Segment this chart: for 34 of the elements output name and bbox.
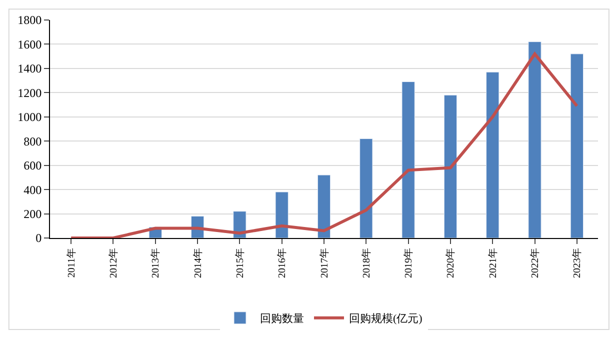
- legend-label: 回购数量: [260, 313, 304, 326]
- x-tick-label: 2023年: [571, 248, 584, 278]
- line-series: [70, 52, 578, 238]
- bar: [486, 72, 500, 238]
- x-tick-label: 2015年: [234, 248, 246, 278]
- x-tick-label: 2012年: [107, 248, 120, 278]
- y-tick-label: 800: [24, 134, 42, 148]
- x-tick-label: 2018年: [360, 248, 372, 278]
- bar: [570, 54, 584, 238]
- x-tick-label: 2019年: [402, 248, 415, 278]
- y-tick-label: 400: [24, 182, 42, 197]
- x-tick-label: 2021年: [486, 248, 499, 278]
- legend-label: 回购规模(亿元): [349, 313, 423, 326]
- x-tick-label: 2022年: [529, 248, 542, 278]
- x-tick-label: 2016年: [276, 248, 288, 278]
- bar: [275, 192, 288, 238]
- bar: [402, 82, 415, 238]
- x-tick-label: 2017年: [318, 248, 330, 278]
- y-tick-label: 1400: [18, 62, 42, 76]
- y-tick-label: 600: [24, 158, 42, 173]
- y-tick-label: 0: [36, 231, 42, 246]
- y-tick-label: 1000: [18, 110, 42, 124]
- bar: [528, 42, 542, 238]
- bar: [444, 94, 458, 238]
- x-tick-label: 2013年: [150, 248, 162, 278]
- y-tick-label: 1600: [18, 37, 42, 52]
- bar: [360, 138, 373, 238]
- x-tick-label: 2020年: [444, 248, 457, 278]
- x-tick-label: 2014年: [192, 248, 204, 278]
- y-tick-label: 200: [24, 206, 42, 221]
- y-tick-label: 1200: [18, 86, 42, 100]
- x-tick-label: 2011年: [65, 248, 78, 278]
- bar: [317, 174, 331, 238]
- y-tick-label: 1800: [18, 13, 42, 28]
